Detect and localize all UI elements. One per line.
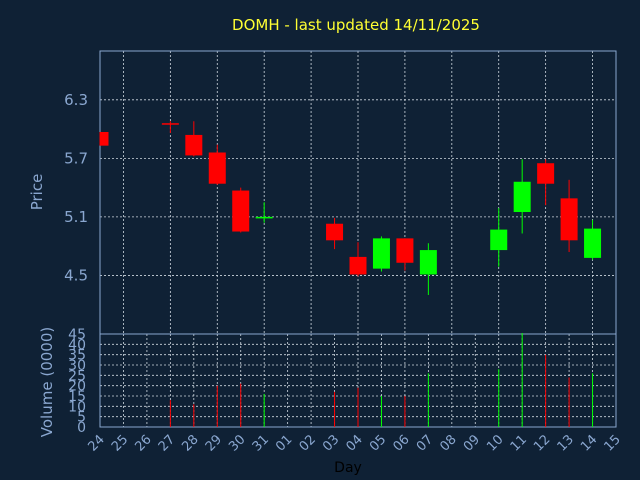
candle-body (537, 163, 555, 184)
candle-body (349, 256, 367, 275)
candle-body (372, 238, 390, 269)
candle-27 (161, 121, 179, 133)
candle-body (419, 250, 437, 275)
candle-body (161, 123, 179, 125)
candle-body (513, 181, 531, 213)
candle-29 (208, 144, 226, 185)
candle-body (396, 238, 414, 263)
chart-title: DOMH - last updated 14/11/2025 (232, 16, 480, 34)
price-tick-label: 5.1 (64, 208, 88, 226)
price-tick-label: 6.3 (64, 91, 88, 109)
candle-14 (584, 219, 602, 260)
candle-04 (349, 242, 367, 277)
volume-tick-label: 25 (68, 368, 86, 384)
volume-axis-label: Volume (0000) (38, 327, 56, 437)
volume-tick-label: 35 (68, 348, 86, 364)
candle-12 (537, 159, 555, 206)
candle-body (560, 198, 578, 241)
candle-body (584, 228, 602, 258)
price-panel: 4.5 5.1 5.7 6.3 (64, 50, 617, 335)
candle-28 (185, 121, 203, 157)
candle-body (232, 190, 250, 232)
volume-tick-label: 30 (68, 358, 86, 374)
price-axis-label: Price (28, 174, 46, 211)
candle-10 (490, 208, 508, 267)
candle-05 (372, 236, 390, 272)
candle-06 (396, 238, 414, 271)
volume-tick-label: 20 (68, 379, 86, 395)
candle-body (255, 216, 273, 219)
x-axis: 24 25 26 27 28 29 30 31 01 02 03 04 05 06 07 08 09 10 11 12… (86, 432, 624, 454)
volume-tick-label: 40 (68, 337, 86, 353)
candle-11 (513, 159, 531, 234)
candle-body (208, 152, 226, 184)
candle-31 (255, 202, 273, 223)
candle-03 (326, 217, 344, 250)
price-tick-label: 4.5 (64, 266, 88, 284)
candle-body (185, 134, 203, 156)
candle-body (100, 131, 109, 146)
candle-13 (560, 179, 578, 253)
volume-tick-label: 15 (68, 389, 86, 405)
volume-tick-label: 0 (77, 420, 86, 436)
candle-07 (419, 243, 437, 295)
volume-tick-label: 45 (68, 327, 86, 343)
volume-tick-label: 5 (77, 410, 86, 426)
volume-tick-label: 10 (68, 399, 86, 415)
price-tick-label: 5.7 (64, 149, 88, 167)
candle-body (326, 223, 344, 241)
candle-30 (232, 187, 250, 233)
candle-24 (99, 131, 109, 146)
x-axis-label: Day (334, 460, 362, 476)
candle-body (490, 229, 508, 251)
